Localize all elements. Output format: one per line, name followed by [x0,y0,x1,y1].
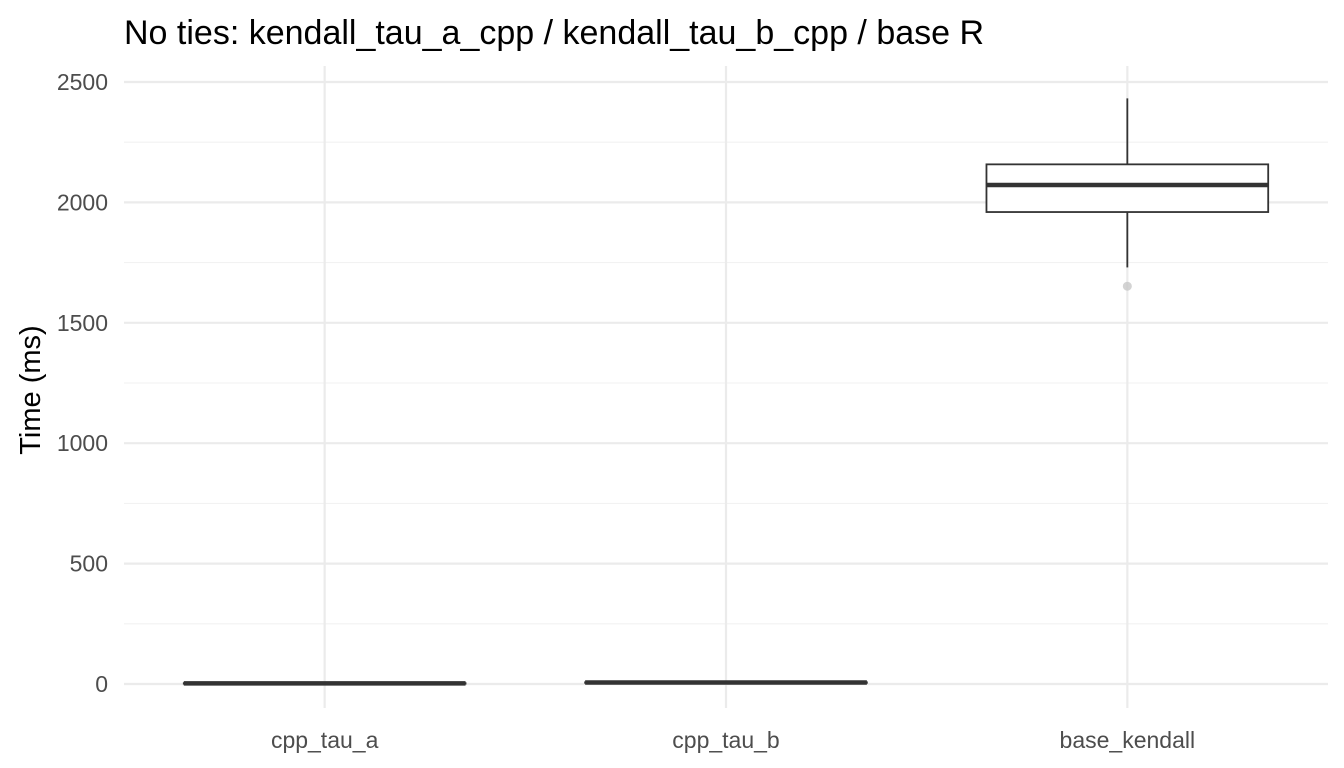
boxplot-series [182,98,1270,686]
major-gridlines [124,66,1328,708]
y-axis-tick-labels: 0 500 1000 1500 2000 2500 [57,69,108,697]
outlier-point [1122,281,1132,291]
y-tick-label: 0 [95,671,108,697]
x-tick-label: base_kendall [1060,727,1196,753]
y-tick-label: 500 [70,551,108,577]
y-tick-label: 2000 [57,189,108,215]
box-cpp_tau_a [182,681,467,686]
box-base_kendall [985,98,1270,291]
box-iqr [985,163,1270,213]
x-axis-tick-labels: cpp_tau_a cpp_tau_b base_kendall [271,727,1195,753]
x-tick-label: cpp_tau_a [271,727,379,753]
box-cpp_tau_b [584,680,868,685]
y-axis-label: Time (ms) [15,325,47,454]
y-tick-label: 1500 [57,310,108,336]
y-tick-label: 2500 [57,69,108,95]
chart-title: No ties: kendall_tau_a_cpp / kendall_tau… [124,14,984,52]
y-tick-label: 1000 [57,430,108,456]
x-tick-label: cpp_tau_b [672,727,779,753]
